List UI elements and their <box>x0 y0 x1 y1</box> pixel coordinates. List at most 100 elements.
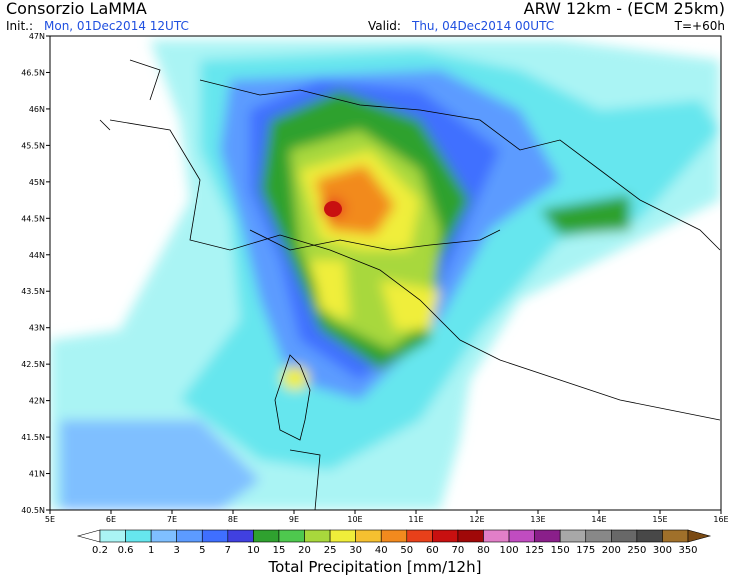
lat-label: 43N <box>29 324 45 333</box>
legend-level: 350 <box>678 545 697 556</box>
legend-level: 5 <box>199 545 205 556</box>
lon-label: 5E <box>45 515 55 524</box>
legend-swatch <box>355 529 382 543</box>
legend-swatch <box>201 529 229 543</box>
legend-level: 100 <box>499 545 518 556</box>
legend-level: 300 <box>653 545 672 556</box>
legend-level: 25 <box>324 545 337 556</box>
left-title: Consorzio LaMMA <box>6 0 147 18</box>
legend-swatch <box>278 529 305 543</box>
legend-level: 40 <box>375 545 388 556</box>
legend-level: 30 <box>349 545 362 556</box>
lat-label: 41.5N <box>21 433 45 442</box>
legend-level: 250 <box>627 545 646 556</box>
legend-level: 1 <box>148 545 154 556</box>
legend-level: 175 <box>576 545 595 556</box>
legend-level: 80 <box>477 545 490 556</box>
precip-area <box>380 280 440 330</box>
legend-swatch <box>457 529 484 543</box>
legend-swatch <box>662 529 689 543</box>
legend-swatch <box>508 529 535 543</box>
legend-swatch <box>99 529 126 543</box>
lat-label: 41N <box>29 470 45 479</box>
legend-swatch <box>611 529 638 543</box>
legend-swatch <box>150 529 177 543</box>
lon-label: 12E <box>469 515 484 524</box>
init-value: Mon, 01Dec2014 12UTC <box>44 19 189 33</box>
lat-label: 43.5N <box>21 287 45 296</box>
legend-swatch <box>483 529 510 543</box>
legend-arrow <box>76 529 101 543</box>
lake-line <box>99 59 161 131</box>
borders <box>99 59 721 510</box>
right-title: ARW 12km - (ECM 25km) <box>524 0 725 18</box>
legend-swatch <box>559 529 587 543</box>
lat-label: 45.5N <box>21 141 45 150</box>
precip-field <box>50 40 720 510</box>
lat-label: 44N <box>29 251 45 260</box>
corsica <box>274 354 311 441</box>
precip-core <box>324 201 342 217</box>
legend-level: 70 <box>452 545 465 556</box>
lon-label: 16E <box>713 515 728 524</box>
legend-arrow <box>687 529 712 543</box>
legend-swatch <box>253 529 280 543</box>
lon-label: 7E <box>167 515 177 524</box>
init-label: Init.: <box>6 19 33 33</box>
legend-level: 7 <box>225 545 231 556</box>
legend-swatch <box>534 529 561 543</box>
legend-swatch <box>585 529 612 543</box>
lon-label: 10E <box>347 515 362 524</box>
axes: 47N 46.5N 46N 45.5N 45N 44.5N 44N 43.5N 43N 42.5N… <box>21 32 728 524</box>
lon-label: 6E <box>106 515 116 524</box>
lat-label: 46N <box>29 105 45 114</box>
legend-level: 10 <box>247 545 260 556</box>
legend-swatch <box>227 529 254 543</box>
lon-label: 9E <box>289 515 299 524</box>
legend-swatch <box>406 529 433 543</box>
map-field <box>50 36 721 510</box>
legend-level: 150 <box>551 545 570 556</box>
lat-label: 46.5N <box>21 68 45 77</box>
lat-label: 42.5N <box>21 360 45 369</box>
precip-area <box>281 366 309 390</box>
lon-label: 15E <box>652 515 667 524</box>
lon-label: 14E <box>591 515 606 524</box>
legend-level: 60 <box>426 545 439 556</box>
lon-label: 13E <box>530 515 545 524</box>
legend-level: 0.6 <box>118 545 134 556</box>
legend-level: 0.2 <box>92 545 108 556</box>
legend-level: 3 <box>174 545 180 556</box>
lat-label: 45N <box>29 178 45 187</box>
lead-time: T=+60h <box>674 19 725 33</box>
legend-level: 20 <box>298 545 311 556</box>
legend-level: 15 <box>273 545 286 556</box>
legend-swatch <box>380 529 408 543</box>
legend-swatch <box>432 529 459 543</box>
legend-level: 200 <box>602 545 621 556</box>
lon-label: 8E <box>228 515 238 524</box>
legend-title: Total Precipitation [mm/12h] <box>268 558 482 576</box>
lon-label: 11E <box>408 515 423 524</box>
legend-level: 50 <box>400 545 413 556</box>
legend-level: 125 <box>525 545 544 556</box>
lat-label: 40.5N <box>21 506 45 515</box>
valid-value: Thu, 04Dec2014 00UTC <box>411 19 554 33</box>
sardinia <box>289 449 321 510</box>
legend-swatch <box>125 529 152 543</box>
lat-label: 47N <box>29 32 45 41</box>
map-frame <box>49 35 722 511</box>
valid-label: Valid: <box>368 19 401 33</box>
precip-area <box>540 195 630 235</box>
legend: 0.2 0.6 1 3 5 7 10 15 20 25 30 40 50 60 70 80 100 125 150 1… <box>76 529 712 556</box>
legend-swatch <box>176 529 203 543</box>
lat-label: 42N <box>29 397 45 406</box>
border-line <box>199 79 721 251</box>
border-line <box>249 229 501 251</box>
legend-swatch <box>329 529 356 543</box>
precip-area <box>310 260 350 320</box>
legend-swatch <box>304 529 331 543</box>
precip-area <box>60 420 260 510</box>
legend-swatch <box>636 529 663 543</box>
